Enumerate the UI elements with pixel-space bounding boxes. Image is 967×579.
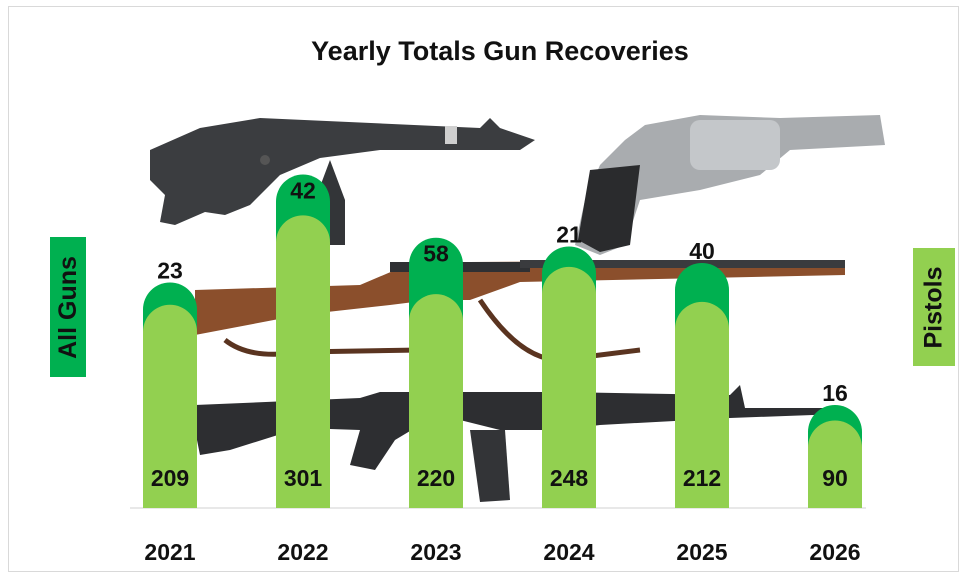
value-label-other-guns: 23 bbox=[157, 257, 183, 283]
background-images bbox=[150, 115, 885, 502]
x-tick-label: 2021 bbox=[144, 539, 195, 565]
value-label-pistols: 209 bbox=[151, 465, 189, 491]
value-label-other-guns: 40 bbox=[689, 238, 715, 264]
pistol-image bbox=[150, 118, 535, 245]
left-axis-label-text: All Guns bbox=[53, 255, 82, 359]
left-axis-label: All Guns bbox=[50, 237, 86, 377]
value-label-other-guns: 21 bbox=[556, 221, 582, 247]
x-tick-label: 2022 bbox=[277, 539, 328, 565]
bar-pistols bbox=[808, 420, 862, 508]
value-label-other-guns: 16 bbox=[822, 380, 848, 406]
x-tick-label: 2026 bbox=[809, 539, 860, 565]
x-tick-label: 2023 bbox=[410, 539, 461, 565]
x-tick-label: 2024 bbox=[543, 539, 594, 565]
bar-pistols bbox=[675, 301, 729, 508]
value-label-other-guns: 58 bbox=[423, 241, 449, 267]
bar-pistols bbox=[409, 294, 463, 508]
revolver-image bbox=[575, 115, 885, 255]
right-axis-label: Pistols bbox=[913, 248, 955, 366]
value-label-pistols: 212 bbox=[683, 465, 721, 491]
value-label-pistols: 220 bbox=[417, 465, 455, 491]
value-label-pistols: 301 bbox=[284, 465, 323, 491]
value-label-pistols: 248 bbox=[550, 465, 589, 491]
bar-pistols bbox=[542, 266, 596, 508]
bars-layer bbox=[143, 174, 862, 508]
labels-layer: 209 23 301 42 220 58 248 21 212 40 90 16 bbox=[151, 178, 848, 491]
value-label-pistols: 90 bbox=[822, 465, 848, 491]
chart-title: Yearly Totals Gun Recoveries bbox=[311, 36, 689, 66]
x-tick-label: 2025 bbox=[676, 539, 727, 565]
bar-pistols bbox=[276, 215, 330, 508]
right-axis-label-text: Pistols bbox=[919, 266, 948, 348]
x-tick-labels: 2021 2022 2023 2024 2025 2026 bbox=[144, 539, 860, 565]
value-label-other-guns: 42 bbox=[290, 178, 316, 204]
bar-pistols bbox=[143, 304, 197, 508]
